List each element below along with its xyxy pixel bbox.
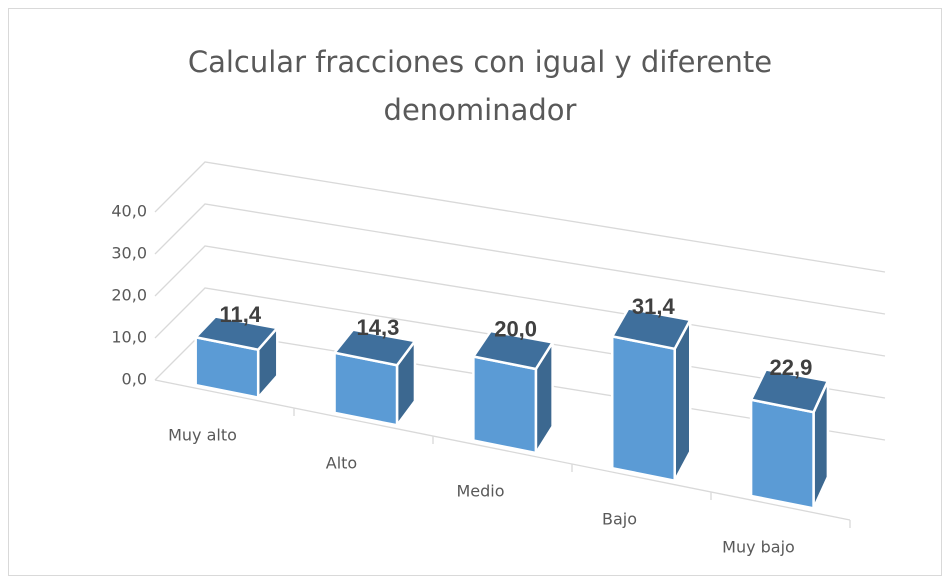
bar-front (749, 398, 815, 510)
bar-top (749, 368, 830, 414)
bar (749, 368, 830, 510)
y-tick-label: 40,0 (111, 202, 147, 221)
grid-line (154, 161, 886, 273)
value-label: 11,4 (220, 302, 262, 327)
bar-top (610, 307, 692, 351)
bar (472, 329, 554, 455)
bar-top (333, 328, 417, 367)
value-label: 31,4 (632, 294, 676, 319)
value-label: 22,9 (770, 355, 813, 380)
value-label: 14,3 (357, 315, 400, 340)
y-tick-label: 10,0 (111, 328, 147, 347)
y-tick-label: 20,0 (111, 286, 147, 305)
bar-top (472, 329, 554, 371)
chart-title: Calcular fracciones con igual y diferent… (187, 45, 773, 127)
x-tick-label: Alto (326, 454, 357, 473)
bar (194, 315, 279, 399)
x-tick-label: Muy alto (168, 426, 237, 445)
y-tick-label: 0,0 (122, 370, 147, 389)
x-axis (154, 379, 851, 521)
bar (610, 307, 692, 482)
chart-frame (8, 8, 942, 576)
bar-front (610, 335, 676, 482)
bar (333, 328, 417, 427)
grid-line (154, 203, 886, 315)
x-tick-label: Bajo (602, 510, 637, 529)
y-tick-label: 30,0 (111, 244, 147, 263)
x-tick-label: Muy bajo (722, 538, 795, 557)
bar-top (194, 315, 279, 351)
value-label: 20,0 (494, 317, 537, 342)
bar-front (472, 355, 538, 455)
x-tick-label: Medio (456, 482, 504, 501)
